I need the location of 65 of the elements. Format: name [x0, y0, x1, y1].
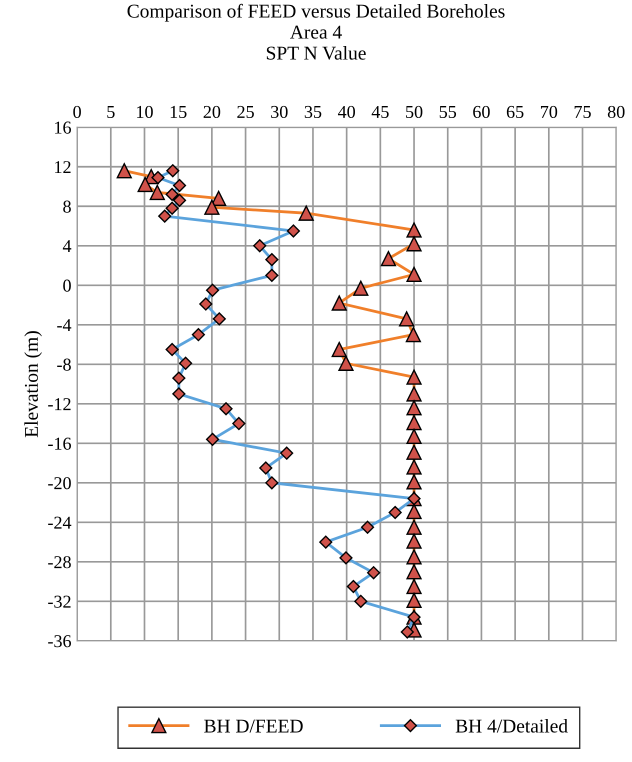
point [150, 184, 165, 200]
y-tick-label: -28 [48, 556, 71, 568]
x-tick-label: 50 [406, 106, 422, 118]
x-tick-label: 20 [204, 106, 220, 118]
y-tick-label: -4 [57, 319, 72, 332]
x-tick-label: 30 [271, 106, 288, 118]
point [298, 206, 314, 221]
x-tick-label: 60 [473, 106, 490, 118]
y-tick-label: -12 [48, 398, 71, 410]
y-tick-label: -36 [48, 635, 72, 648]
point [406, 386, 422, 402]
x-tick-label: 45 [372, 106, 389, 118]
point [406, 549, 422, 565]
point [406, 236, 422, 252]
x-tick-label: 0 [73, 106, 81, 118]
point [332, 295, 347, 311]
y-tick-label: 12 [55, 161, 71, 174]
x-tick-label: 15 [170, 106, 187, 118]
x-tick-label: 80 [608, 106, 625, 118]
x-tick-label: 25 [237, 106, 254, 118]
point [406, 428, 422, 444]
y-tick-label: -32 [48, 596, 71, 608]
point [406, 592, 422, 608]
point [406, 533, 422, 549]
x-tick-label: 40 [338, 106, 355, 118]
y-axis-title: Elevation (m) [24, 331, 42, 438]
y-tick-label: -8 [57, 358, 71, 371]
point [338, 356, 354, 371]
y-tick-label: 16 [55, 122, 72, 134]
point [406, 369, 422, 385]
x-tick-label: 10 [137, 106, 153, 118]
point [406, 266, 422, 282]
x-tick-label: 65 [506, 106, 524, 118]
x-tick-label: 55 [440, 106, 456, 118]
point [380, 250, 396, 266]
point [406, 504, 422, 520]
point [406, 444, 422, 460]
point [406, 564, 422, 580]
point [406, 459, 422, 475]
point [116, 163, 132, 178]
point [204, 200, 220, 215]
x-tick-label: 75 [574, 106, 591, 118]
x-tick-label: 35 [304, 106, 322, 118]
point [406, 400, 422, 416]
point [406, 520, 422, 535]
x-tick-label: 5 [107, 106, 115, 118]
legend-label: BH 4/Detailed [456, 718, 568, 733]
point [398, 311, 414, 326]
y-tick-label: 8 [63, 200, 71, 213]
point [406, 474, 422, 490]
point [406, 414, 422, 430]
y-tick-label: -20 [48, 477, 71, 490]
y-tick-label: -24 [48, 516, 72, 529]
x-tick-label: 70 [540, 106, 558, 118]
point [332, 342, 347, 358]
y-tick-label: 4 [62, 240, 72, 252]
chart-title: Comparison of FEED versus Detailed Boreholes Area 4 SPT N Value [128, 4, 505, 60]
y-tick-label: -16 [48, 438, 72, 450]
point [406, 578, 422, 594]
y-tick-label: 0 [63, 280, 71, 292]
point [138, 176, 153, 192]
legend-label: BH D/FEED [204, 720, 303, 733]
point [406, 327, 422, 342]
point [353, 280, 368, 296]
point [406, 222, 422, 238]
